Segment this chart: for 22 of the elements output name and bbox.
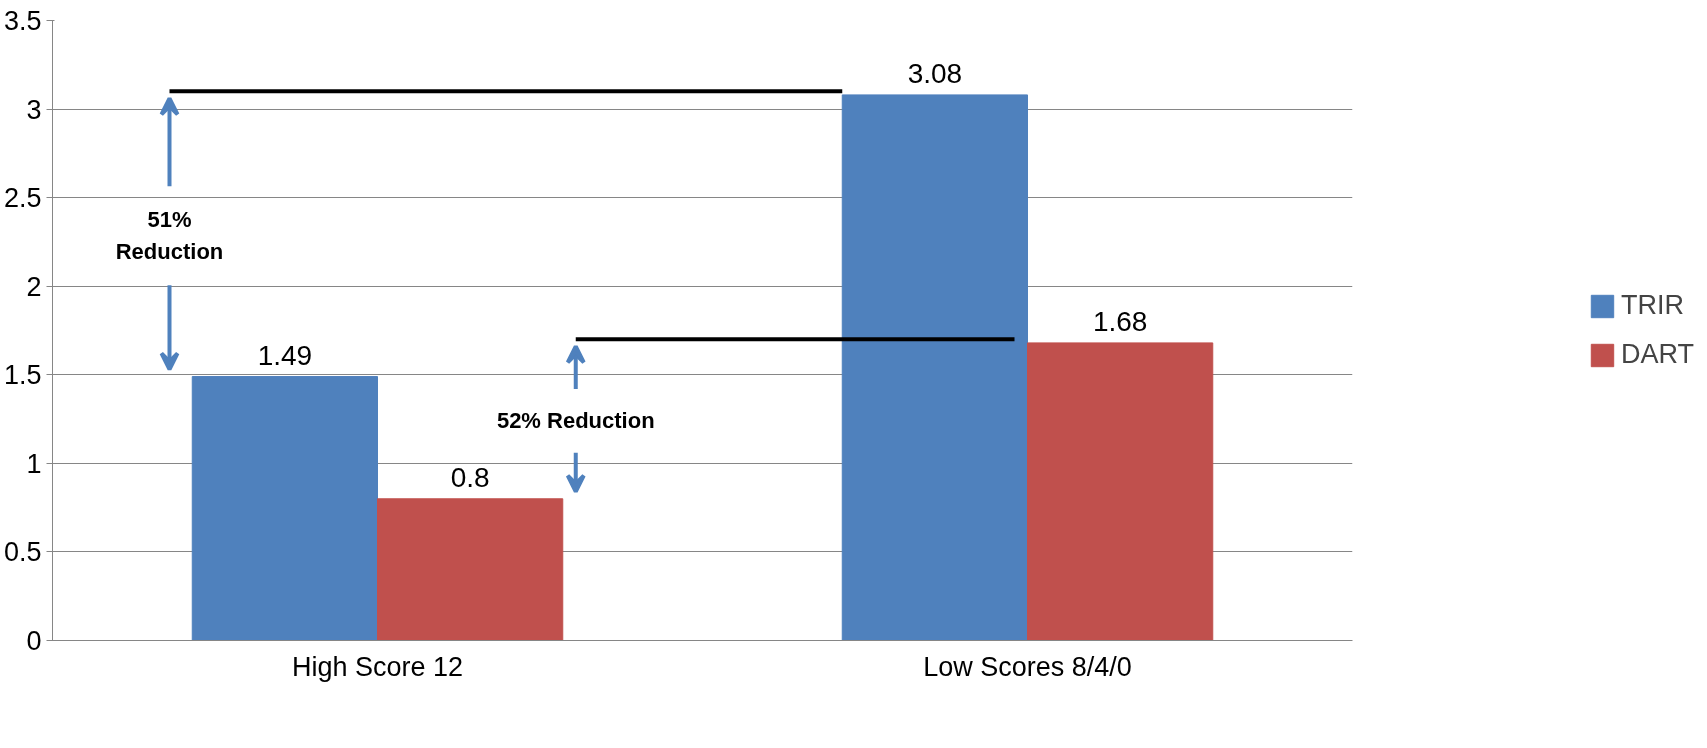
data-label: 1.49: [257, 339, 313, 371]
x-tick-label: Low Scores 8/4/0: [923, 651, 1132, 682]
y-tick-label: 1: [26, 448, 42, 479]
bar: [841, 94, 1028, 641]
legend-label: TRIR: [1620, 290, 1684, 321]
y-tick-label: 0: [26, 626, 42, 656]
y-tick-label: 0.5: [3, 537, 42, 568]
y-tick-label: 1.5: [3, 360, 42, 391]
x-tick-label: High Score 12: [291, 651, 464, 682]
y-tick-label: 3: [26, 94, 42, 125]
y-tick-label: 2: [26, 271, 42, 302]
data-label: 3.08: [907, 57, 963, 89]
data-label: 0.8: [450, 461, 490, 493]
data-label: 1.68: [1092, 305, 1148, 337]
annotation: 51% Reduction: [115, 207, 224, 265]
legend-label: DART: [1620, 339, 1695, 370]
annotation: 52% Reduction: [496, 408, 655, 434]
y-tick-label: 3.5: [3, 6, 42, 36]
bar: [377, 498, 564, 641]
y-tick-label: 2.5: [3, 183, 42, 214]
bar: [1027, 342, 1214, 641]
bar: [191, 376, 378, 641]
